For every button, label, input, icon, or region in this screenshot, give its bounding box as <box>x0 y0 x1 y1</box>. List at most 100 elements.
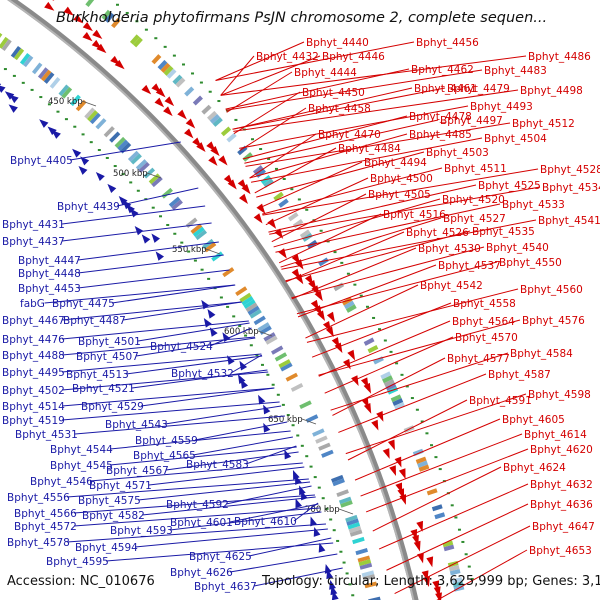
gene-label-right[interactable]: Bphyt_4653 <box>529 545 592 557</box>
gene-label-left[interactable]: Bphyt_4488 <box>2 350 65 362</box>
gene-label-right[interactable]: Bphyt_4479 <box>447 83 510 95</box>
gene-label-left[interactable]: Bphyt_4501 <box>78 336 141 348</box>
gene-label-right[interactable]: Bphyt_4528 <box>540 164 600 176</box>
gene-label-right[interactable]: Bphyt_4527 <box>443 213 506 225</box>
gene-label-right[interactable]: Bphyt_4620 <box>530 444 593 456</box>
gene-label-left[interactable]: Bphyt_4544 <box>50 444 113 456</box>
gene-label-left[interactable]: Bphyt_4519 <box>2 415 65 427</box>
gene-label-left[interactable]: Bphyt_4476 <box>2 334 65 346</box>
gene-label-right[interactable]: Bphyt_4516 <box>383 209 446 221</box>
gene-label-left[interactable]: Bphyt_4592 <box>166 499 229 511</box>
gene-label-left[interactable]: Bphyt_4405 <box>10 155 73 167</box>
gene-label-left[interactable]: Bphyt_4532 <box>171 368 234 380</box>
gene-label-left[interactable]: Bphyt_4571 <box>89 480 152 492</box>
gene-label-right[interactable]: Bphyt_4540 <box>486 242 549 254</box>
gene-label-right[interactable]: Bphyt_4470 <box>318 129 381 141</box>
gene-label-left[interactable]: Bphyt_4593 <box>110 525 173 537</box>
gene-label-right[interactable]: Bphyt_4503 <box>426 147 489 159</box>
gene-label-left[interactable]: Bphyt_4447 <box>18 255 81 267</box>
gene-label-right[interactable]: Bphyt_4550 <box>499 257 562 269</box>
gene-label-left[interactable]: Bphyt_4431 <box>2 219 65 231</box>
gene-label-right[interactable]: Bphyt_4483 <box>484 65 547 77</box>
gene-label-left[interactable]: Bphyt_4595 <box>46 556 109 568</box>
gene-label-left[interactable]: Bphyt_4594 <box>75 542 138 554</box>
gene-label-left[interactable]: Bphyt_4495 <box>2 367 65 379</box>
gene-label-left[interactable]: Bphyt_4513 <box>66 369 129 381</box>
gene-label-left[interactable]: Bphyt_4546 <box>30 476 93 488</box>
gene-label-right[interactable]: Bphyt_4541 <box>538 215 600 227</box>
gene-label-right[interactable]: Bphyt_4587 <box>488 369 551 381</box>
gene-label-right[interactable]: Bphyt_4530 <box>418 243 481 255</box>
gene-label-left[interactable]: Bphyt_4572 <box>14 521 77 533</box>
gene-label-right[interactable]: Bphyt_4498 <box>520 85 583 97</box>
gene-label-right[interactable]: Bphyt_4486 <box>528 51 591 63</box>
gene-label-left[interactable]: Bphyt_4531 <box>15 429 78 441</box>
gene-label-right[interactable]: Bphyt_4461 <box>414 83 477 95</box>
gene-label-left[interactable]: Bphyt_4524 <box>150 341 213 353</box>
gene-label-left[interactable]: Bphyt_4637 <box>194 581 257 593</box>
gene-label-left[interactable]: Bphyt_4467 <box>2 315 65 327</box>
gene-label-left[interactable]: Bphyt_4514 <box>2 401 65 413</box>
gene-label-right[interactable]: Bphyt_4533 <box>502 199 565 211</box>
gene-label-right[interactable]: Bphyt_4564 <box>452 316 515 328</box>
gene-label-left[interactable]: Bphyt_4556 <box>7 492 70 504</box>
gene-label-right[interactable]: Bphyt_4432 <box>256 51 319 63</box>
gene-label-left[interactable]: Bphyt_4502 <box>2 385 65 397</box>
gene-label-left[interactable]: Bphyt_4575 <box>78 495 141 507</box>
gene-label-right[interactable]: Bphyt_4534 <box>542 182 600 194</box>
gene-label-right[interactable]: Bphyt_4485 <box>409 129 472 141</box>
gene-label-right[interactable]: Bphyt_4484 <box>338 143 401 155</box>
gene-label-left[interactable]: Bphyt_4437 <box>2 236 65 248</box>
gene-label-left[interactable]: Bphyt_4566 <box>14 508 77 520</box>
gene-label-right[interactable]: Bphyt_4591 <box>469 395 532 407</box>
gene-label-right[interactable]: Bphyt_4537 <box>438 260 501 272</box>
gene-label-right[interactable]: Bphyt_4520 <box>442 194 505 206</box>
gene-label-right[interactable]: Bphyt_4446 <box>322 51 385 63</box>
gene-label-right[interactable]: Bphyt_4525 <box>478 180 541 192</box>
gene-label-left[interactable]: Bphyt_4453 <box>18 283 81 295</box>
gene-label-left[interactable]: Bphyt_4475 <box>52 298 115 310</box>
gene-label-right[interactable]: Bphyt_4605 <box>502 414 565 426</box>
gene-label-right[interactable]: Bphyt_4636 <box>530 499 593 511</box>
gene-label-left[interactable]: Bphyt_4439 <box>57 201 120 213</box>
gene-label-right[interactable]: Bphyt_4598 <box>528 389 591 401</box>
gene-label-left[interactable]: fabG <box>20 298 45 310</box>
gene-label-right[interactable]: Bphyt_4497 <box>440 115 503 127</box>
gene-label-right[interactable]: Bphyt_4494 <box>364 157 427 169</box>
gene-label-right[interactable]: Bphyt_4576 <box>522 315 585 327</box>
gene-label-right[interactable]: Bphyt_4458 <box>308 103 371 115</box>
gene-label-left[interactable]: Bphyt_4625 <box>189 551 252 563</box>
gene-label-right[interactable]: Bphyt_4584 <box>510 348 573 360</box>
gene-label-right[interactable]: Bphyt_4462 <box>411 64 474 76</box>
gene-label-left[interactable]: Bphyt_4448 <box>18 268 81 280</box>
gene-label-left[interactable]: Bphyt_4567 <box>106 465 169 477</box>
gene-label-right[interactable]: Bphyt_4570 <box>455 332 518 344</box>
gene-label-right[interactable]: Bphyt_4577 <box>447 353 510 365</box>
gene-label-right[interactable]: Bphyt_4511 <box>444 163 507 175</box>
gene-label-left[interactable]: Bphyt_4565 <box>133 450 196 462</box>
gene-label-right[interactable]: Bphyt_4505 <box>368 189 431 201</box>
gene-label-left[interactable]: Bphyt_4529 <box>81 401 144 413</box>
gene-label-right[interactable]: Bphyt_4478 <box>409 111 472 123</box>
gene-label-left[interactable]: Bphyt_4487 <box>63 315 126 327</box>
gene-label-right[interactable]: Bphyt_4500 <box>370 173 433 185</box>
gene-label-left[interactable]: Bphyt_4545 <box>50 460 113 472</box>
gene-label-right[interactable]: Bphyt_4440 <box>306 37 369 49</box>
gene-label-left[interactable]: Bphyt_4610 <box>234 516 297 528</box>
gene-label-right[interactable]: Bphyt_4647 <box>532 521 595 533</box>
gene-label-left[interactable]: Bphyt_4583 <box>186 459 249 471</box>
gene-label-left[interactable]: Bphyt_4543 <box>105 419 168 431</box>
gene-label-left[interactable]: Bphyt_4582 <box>82 510 145 522</box>
gene-label-right[interactable]: Bphyt_4493 <box>470 101 533 113</box>
gene-label-right[interactable]: Bphyt_4542 <box>420 280 483 292</box>
gene-label-left[interactable]: Bphyt_4601 <box>170 517 233 529</box>
gene-label-left[interactable]: Bphyt_4578 <box>7 537 70 549</box>
gene-label-right[interactable]: Bphyt_4535 <box>472 226 535 238</box>
gene-label-right[interactable]: Bphyt_4632 <box>530 479 593 491</box>
gene-label-right[interactable]: Bphyt_4560 <box>520 284 583 296</box>
gene-label-right[interactable]: Bphyt_4558 <box>453 298 516 310</box>
gene-label-left[interactable]: Bphyt_4559 <box>135 435 198 447</box>
gene-label-right[interactable]: Bphyt_4456 <box>416 37 479 49</box>
gene-label-right[interactable]: Bphyt_4526 <box>406 227 469 239</box>
gene-label-left[interactable]: Bphyt_4626 <box>170 567 233 579</box>
